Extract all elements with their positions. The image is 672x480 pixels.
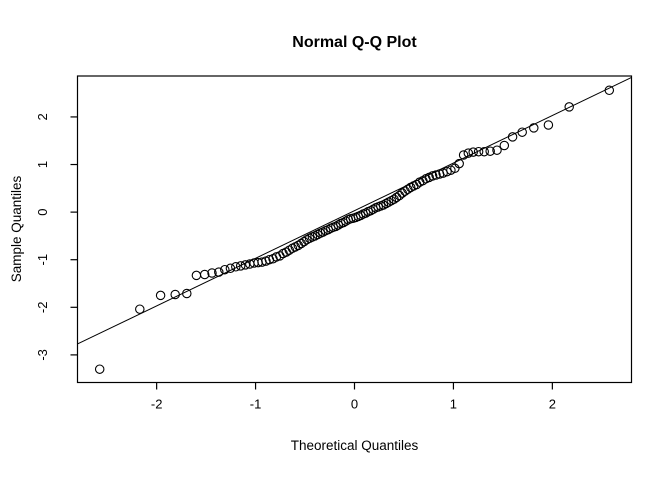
x-tick-label: 0	[351, 397, 358, 412]
data-point	[378, 200, 389, 210]
qq-reference-line	[77, 76, 632, 345]
data-point	[333, 220, 344, 230]
data-point	[368, 204, 378, 215]
data-points	[94, 85, 615, 374]
y-axis-label: Sample Quantiles	[9, 175, 24, 282]
data-point	[135, 304, 145, 314]
data-point	[191, 270, 202, 281]
data-point	[281, 247, 291, 257]
data-point	[94, 364, 105, 374]
data-point	[207, 268, 217, 278]
y-tick-label: 1	[35, 161, 50, 168]
data-point	[458, 150, 469, 160]
qq-line	[77, 76, 632, 345]
data-point	[507, 132, 518, 142]
y-tick-label: 0	[35, 208, 50, 215]
data-point	[365, 205, 376, 216]
data-point	[543, 120, 554, 130]
data-point	[454, 158, 464, 169]
data-point	[360, 208, 371, 218]
y-axis-ticks: -3 -2 -1 0 1 2	[35, 113, 78, 361]
data-point	[529, 123, 539, 133]
data-point	[231, 262, 241, 272]
data-point	[170, 289, 180, 300]
data-point	[381, 198, 391, 209]
data-point	[220, 264, 230, 275]
data-point	[199, 269, 210, 280]
data-point	[235, 261, 246, 271]
x-tick-label: -1	[250, 397, 262, 412]
chart-title: Normal Q-Q Plot	[292, 34, 417, 51]
data-point	[240, 260, 251, 270]
x-tick-label: -2	[151, 397, 163, 412]
data-point	[355, 210, 366, 221]
data-point	[431, 170, 441, 180]
data-point	[479, 146, 489, 157]
x-tick-label: 2	[549, 397, 556, 412]
data-point	[468, 147, 478, 157]
data-point	[463, 148, 474, 158]
x-axis-ticks: -2 -1 0 1 2	[151, 382, 556, 412]
y-tick-label: -1	[35, 254, 50, 266]
data-point	[182, 288, 192, 299]
data-point	[564, 102, 574, 112]
data-point	[214, 267, 224, 277]
data-point	[492, 145, 502, 155]
data-point	[155, 290, 166, 301]
data-point	[499, 140, 510, 151]
x-axis-label: Theoretical Quantiles	[291, 438, 419, 453]
x-tick-label: 1	[450, 397, 457, 412]
y-tick-label: 2	[35, 113, 50, 120]
data-point	[517, 127, 527, 137]
y-tick-label: -2	[35, 302, 50, 314]
data-point	[338, 217, 349, 228]
data-point	[225, 263, 236, 274]
data-point	[473, 146, 484, 157]
data-point	[604, 85, 615, 96]
data-point	[331, 221, 341, 232]
y-tick-label: -3	[35, 349, 50, 361]
plot-box	[76, 75, 633, 384]
data-point	[299, 236, 309, 247]
data-point	[485, 146, 495, 156]
